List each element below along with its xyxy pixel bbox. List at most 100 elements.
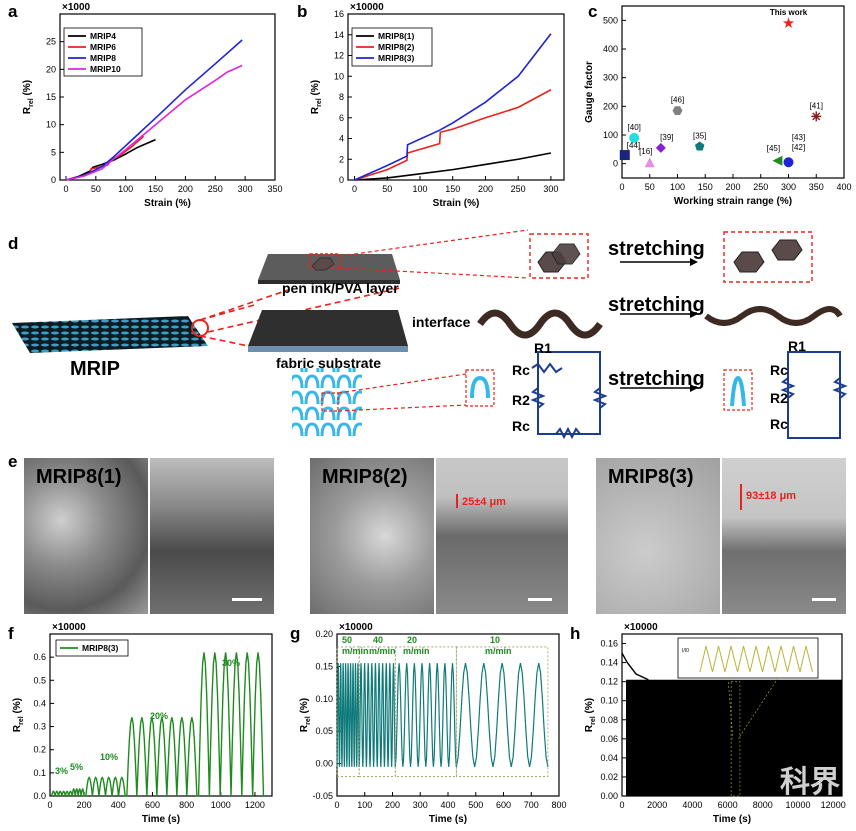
scatter-label: [43] — [792, 133, 805, 142]
scatter-point-45 — [772, 155, 783, 166]
x-tick-label: 400 — [836, 182, 851, 192]
x-tick-label: 50 — [645, 182, 655, 192]
scatter-label: This work — [770, 8, 808, 17]
label-r2-left: R2 — [512, 392, 530, 408]
plot-frame — [621, 5, 845, 179]
x-tick-label: 8000 — [753, 800, 773, 810]
x-tick-label: 12000 — [821, 800, 846, 810]
series-line-mrip8-3 — [51, 652, 265, 797]
axis-multiplier: ×1000 — [62, 2, 91, 13]
x-tick-label: 2000 — [647, 800, 667, 810]
sem-image-mrip8-3-surface — [596, 458, 720, 614]
axis-multiplier: ×10000 — [339, 622, 373, 633]
y-axis-label: Rrel (%) — [299, 698, 312, 732]
x-tick-label: 50 — [382, 184, 392, 194]
decay-line — [621, 652, 649, 681]
label-rc-right-2: Rc — [770, 416, 788, 432]
label-r1-right: R1 — [788, 338, 806, 354]
label-r1-left: R1 — [534, 340, 552, 356]
series-line-mrip81 — [354, 152, 552, 181]
chart-f-cyclic-strain: 0 200 400 600 800 1000 1200 0.0 0.1 0.2 0.3 0.4 0.5 0… — [12, 622, 273, 825]
x-tick-label: 0 — [619, 182, 624, 192]
sem-image-mrip8-1-surface — [24, 458, 148, 614]
speed-label: m/min — [342, 646, 369, 656]
y-axis-label: Rrel (%) — [22, 80, 35, 114]
scatter-label: [45] — [767, 144, 780, 153]
x-tick-label: 100 — [412, 184, 427, 194]
y-tick-label: 8 — [339, 92, 344, 102]
x-tick-label: 0 — [619, 800, 624, 810]
y-tick-label: 200 — [603, 101, 618, 111]
y-tick-label: 0.20 — [315, 629, 333, 639]
label-r2-right: R2 — [770, 390, 788, 406]
y-tick-label: 0.05 — [315, 726, 333, 736]
inset-connector — [737, 677, 779, 739]
y-tick-label: 0.5 — [33, 675, 46, 685]
inset-series — [699, 645, 813, 673]
scatter-point-thiswork — [782, 17, 795, 29]
panel-label-d: d — [8, 234, 19, 253]
panel-label-c: c — [588, 2, 598, 21]
y-tick-label: 20 — [46, 64, 56, 74]
x-tick-label: 500 — [468, 800, 483, 810]
x-tick-label: 0 — [47, 800, 52, 810]
x-tick-label: 50 — [91, 184, 101, 194]
sem-title-mrip8-1: MRIP8(1) — [36, 466, 122, 488]
label-stretching-2: stretching — [608, 294, 705, 316]
label-interface: interface — [412, 314, 471, 330]
y-tick-label: 400 — [603, 44, 618, 54]
x-tick-label: 250 — [208, 184, 223, 194]
scatter-point-39 — [655, 142, 666, 153]
sem-title-mrip8-2: MRIP8(2) — [322, 466, 408, 488]
y-tick-label: 4 — [339, 134, 344, 144]
strain-annotation: 20% — [150, 711, 168, 721]
scatter-label: [46] — [671, 96, 684, 105]
label-rc-left-2: Rc — [512, 418, 530, 434]
legend-label: MRIP6 — [90, 42, 116, 52]
y-axis-label: Rrel (%) — [584, 698, 597, 732]
sem-image-mrip8-3-cross-section — [722, 458, 846, 614]
scatter-label: [42] — [792, 143, 805, 152]
x-tick-label: 100 — [670, 182, 685, 192]
speed-label: 20 — [407, 635, 417, 645]
series-segment — [394, 663, 457, 767]
label-pen-ink-pva-layer: pen ink/PVA layer — [282, 280, 399, 296]
y-tick-label: 0.2 — [33, 745, 46, 755]
y-tick-label: 0.12 — [600, 677, 618, 687]
x-tick-label: 800 — [179, 800, 194, 810]
label-rc-right-1: Rc — [770, 362, 788, 378]
x-tick-label: 300 — [413, 800, 428, 810]
chart-c-gauge-factor-comparison: 0 50 100 150 200 250 300 350 400 0 100 200 300 400 500… — [584, 5, 852, 207]
scatter-point-46 — [672, 106, 683, 115]
x-tick-label: 200 — [178, 184, 193, 194]
strain-annotation: 3% — [55, 766, 68, 776]
x-axis-label: Time (s) — [713, 814, 751, 825]
legend-label: MRIP8(1) — [378, 31, 415, 41]
x-tick-label: 0 — [352, 184, 357, 194]
x-tick-label: 300 — [781, 182, 796, 192]
sem-scale-line-3 — [812, 598, 836, 601]
scatter-point-43 — [783, 157, 794, 168]
y-tick-label: 0.1 — [33, 768, 46, 778]
y-axis-label: Gauge factor — [584, 61, 595, 123]
y-tick-label: 6 — [339, 113, 344, 123]
zoom-region — [730, 681, 741, 797]
plot-frame — [49, 633, 273, 797]
sem-scale-line-1 — [232, 598, 262, 601]
series-line-mrip6 — [65, 135, 145, 181]
y-tick-label: 0.4 — [33, 698, 46, 708]
legend-label: MRIP10 — [90, 64, 121, 74]
y-tick-label: 10 — [46, 120, 56, 130]
x-tick-label: 600 — [145, 800, 160, 810]
axis-multiplier: ×10000 — [624, 622, 658, 633]
panel-label-h: h — [570, 624, 581, 643]
series-line-mrip82 — [354, 89, 552, 181]
legend-label: MRIP8 — [90, 53, 116, 63]
segment-box — [455, 646, 549, 777]
schematic-d — [12, 229, 848, 440]
x-tick-label: 600 — [496, 800, 511, 810]
y-tick-label: 0 — [51, 175, 56, 185]
chart-a-strain-response: 0 50 100 150 200 250 300 350 0 5 10 15 20 25 Strain (%… — [22, 2, 283, 209]
x-tick-label: 400 — [111, 800, 126, 810]
sem-marker-93 — [740, 484, 742, 510]
